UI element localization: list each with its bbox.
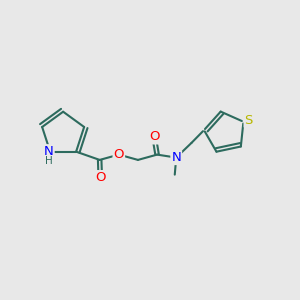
Text: S: S [244,114,253,127]
Text: N: N [44,145,54,158]
Text: N: N [171,151,181,164]
Text: O: O [149,130,159,143]
Text: O: O [114,148,124,161]
Text: H: H [45,156,52,166]
Text: O: O [95,171,106,184]
